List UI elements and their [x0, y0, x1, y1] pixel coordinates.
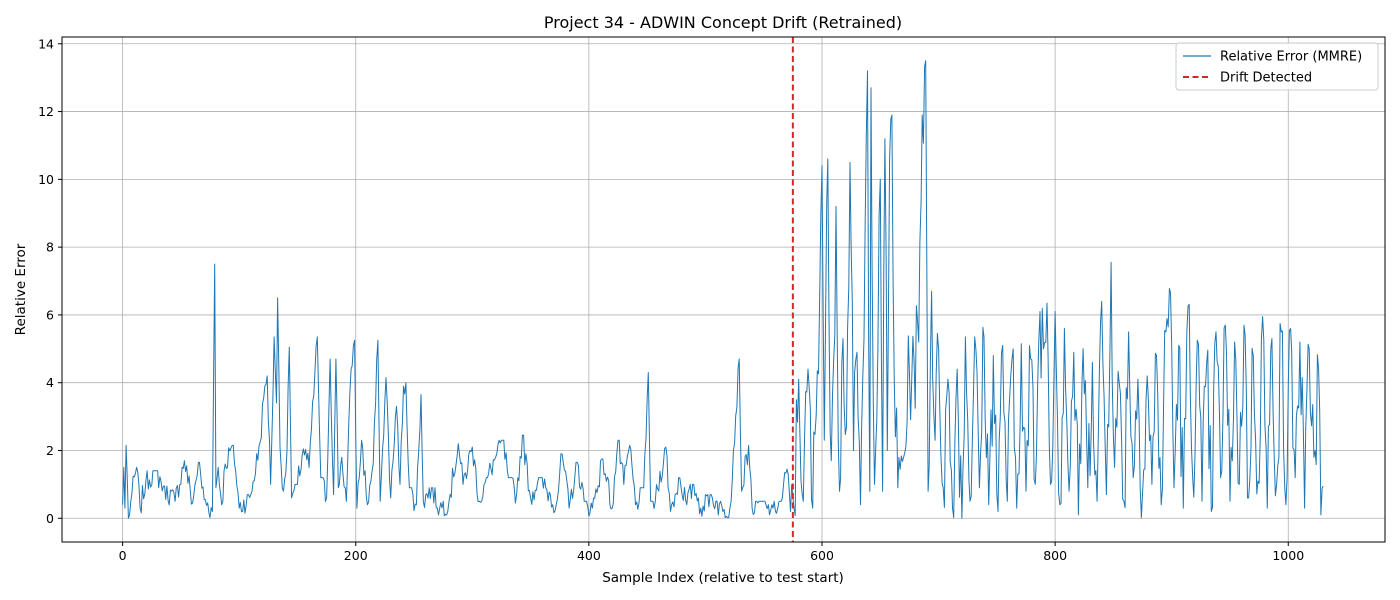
- y-tick-label: 8: [46, 240, 54, 255]
- y-axis: 0 2 4 6 8 10 12 14: [38, 36, 62, 526]
- data-layer: [122, 37, 1324, 542]
- legend-label-relative-error: Relative Error (MMRE): [1220, 50, 1362, 65]
- y-tick-label: 14: [38, 36, 54, 51]
- y-axis-title: Relative Error: [13, 243, 29, 335]
- y-tick-label: 4: [46, 375, 54, 390]
- legend-label-drift-detected: Drift Detected: [1220, 71, 1312, 86]
- legend-box: [1175, 42, 1379, 91]
- x-tick-label: 600: [810, 548, 834, 563]
- x-tick-label: 800: [1043, 548, 1067, 563]
- y-tick-label: 2: [46, 443, 54, 458]
- x-tick-label: 0: [119, 548, 127, 563]
- y-tick-label: 6: [46, 307, 54, 322]
- x-tick-label: 200: [344, 548, 368, 563]
- y-tick-label: 0: [46, 511, 54, 526]
- y-tick-label: 12: [38, 104, 54, 119]
- chart-title: Project 34 - ADWIN Concept Drift (Retrai…: [544, 13, 902, 32]
- x-axis: 0 200 400 600 800 1000: [119, 542, 1304, 563]
- legend: Relative Error (MMRE) Drift Detected: [1175, 42, 1379, 91]
- x-axis-title: Sample Index (relative to test start): [602, 570, 844, 586]
- series-line-relative-error: [122, 60, 1324, 519]
- x-tick-label: 1000: [1272, 548, 1304, 563]
- y-tick-label: 10: [38, 172, 54, 187]
- x-tick-label: 400: [577, 548, 601, 563]
- grid-lines: [62, 37, 1385, 542]
- plot-area-frame: [61, 36, 1386, 543]
